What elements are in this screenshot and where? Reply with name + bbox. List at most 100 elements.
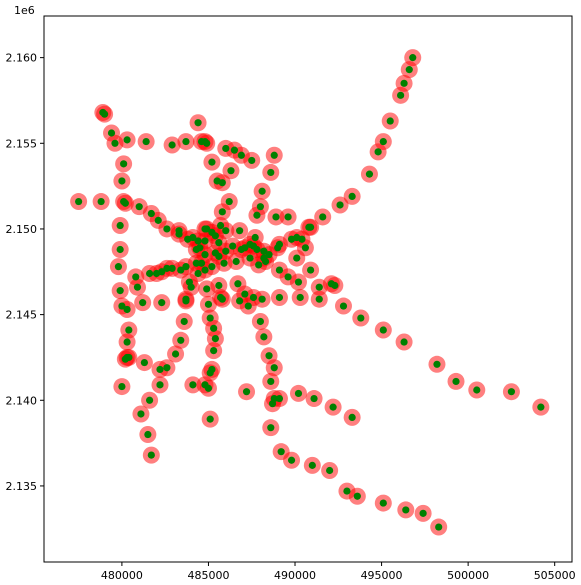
- data-point: [272, 213, 280, 221]
- data-point: [118, 382, 126, 391]
- data-point: [379, 326, 387, 334]
- data-point: [123, 136, 131, 144]
- data-point: [222, 227, 230, 235]
- data-point: [400, 338, 408, 346]
- y-axis-offset-label: 1e6: [14, 4, 35, 17]
- data-point: [154, 216, 162, 224]
- data-point: [210, 346, 218, 355]
- data-point: [107, 129, 116, 137]
- data-point: [258, 295, 266, 303]
- data-point: [353, 492, 361, 500]
- data-point: [177, 266, 185, 274]
- data-point: [348, 413, 356, 422]
- data-point: [326, 466, 334, 475]
- data-point: [419, 509, 427, 517]
- data-point: [111, 139, 119, 147]
- data-point: [293, 254, 301, 262]
- x-axis: 480000 485000 490000 495000 500000 505000: [101, 562, 576, 582]
- data-point: [118, 177, 126, 185]
- data-point: [189, 381, 197, 389]
- data-point: [260, 247, 268, 255]
- data-point: [298, 235, 306, 243]
- x-tick-label: 480000: [101, 569, 143, 582]
- data-point: [242, 388, 251, 396]
- data-point: [175, 227, 183, 235]
- y-tick-label: 2.155: [6, 137, 38, 150]
- data-point: [348, 192, 356, 201]
- data-point: [201, 266, 209, 274]
- data-point: [241, 290, 249, 298]
- data-point: [123, 338, 131, 346]
- data-point: [201, 251, 209, 259]
- data-point: [152, 269, 161, 278]
- data-point: [319, 213, 327, 221]
- data-point: [435, 523, 443, 531]
- data-point: [225, 197, 233, 206]
- data-point: [201, 381, 209, 389]
- data-point: [133, 283, 142, 291]
- data-point: [507, 388, 516, 396]
- data-point: [265, 251, 273, 259]
- data-point: [218, 295, 226, 303]
- data-point: [397, 91, 405, 99]
- data-point: [121, 199, 129, 207]
- data-point: [251, 233, 259, 242]
- data-point: [215, 239, 223, 247]
- data-point: [192, 245, 200, 254]
- data-point: [246, 240, 254, 248]
- plot-frame: [43, 15, 573, 563]
- y-tick-label: 2.135: [6, 480, 38, 493]
- data-point: [218, 208, 226, 216]
- data-point: [206, 314, 214, 322]
- point-layer: [75, 54, 545, 531]
- x-tick-label: 505000: [534, 569, 576, 582]
- data-point: [75, 197, 83, 206]
- data-point: [473, 386, 481, 394]
- data-point: [194, 269, 202, 278]
- data-point: [270, 394, 278, 403]
- data-point: [211, 334, 219, 343]
- data-point: [182, 295, 190, 303]
- data-point: [405, 66, 413, 74]
- data-point: [118, 302, 126, 310]
- data-point: [237, 151, 245, 159]
- data-point: [114, 263, 123, 271]
- data-point: [171, 350, 180, 358]
- x-tick-label: 485000: [187, 569, 229, 582]
- data-point: [137, 410, 145, 418]
- data-point: [306, 266, 315, 274]
- data-point: [116, 245, 124, 254]
- data-point: [284, 213, 292, 221]
- data-point: [284, 273, 292, 281]
- data-point: [329, 403, 337, 411]
- data-point: [185, 278, 194, 286]
- data-point: [379, 137, 387, 146]
- data-point: [180, 317, 188, 326]
- data-point: [123, 305, 131, 314]
- y-axis: 2.135 2.140 2.145 2.150 2.155 2.160: [6, 52, 44, 493]
- data-point: [132, 273, 140, 281]
- data-point: [308, 461, 316, 469]
- data-point: [208, 365, 216, 374]
- y-tick-label: 2.145: [6, 309, 38, 322]
- data-point: [230, 146, 239, 154]
- data-point: [147, 451, 155, 459]
- data-point: [208, 263, 216, 271]
- data-point: [208, 158, 216, 166]
- data-point: [234, 280, 242, 288]
- data-point: [277, 448, 285, 456]
- data-point: [192, 259, 200, 267]
- data-point: [433, 360, 441, 368]
- data-point: [203, 285, 211, 293]
- data-point: [215, 281, 223, 290]
- data-point: [258, 187, 266, 195]
- data-point: [222, 247, 230, 255]
- data-point: [306, 223, 315, 231]
- data-point: [229, 242, 237, 250]
- data-point: [120, 160, 128, 168]
- data-point: [156, 381, 164, 389]
- data-point: [116, 221, 124, 230]
- data-point: [265, 352, 273, 360]
- data-point: [222, 144, 230, 153]
- data-point: [365, 170, 374, 178]
